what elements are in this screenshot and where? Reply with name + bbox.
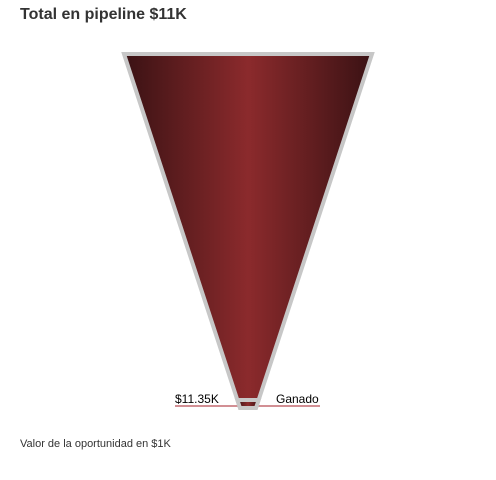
- funnel-segment-ganado[interactable]: [121, 52, 375, 410]
- funnel-tip: [234, 398, 262, 410]
- funnel-stage-label: Ganado: [276, 392, 319, 406]
- funnel-value-label: $11.35K: [175, 392, 219, 406]
- chart-title: Total en pipeline $11K: [20, 6, 187, 23]
- chart-footnote: Valor de la oportunidad en $1K: [20, 438, 171, 450]
